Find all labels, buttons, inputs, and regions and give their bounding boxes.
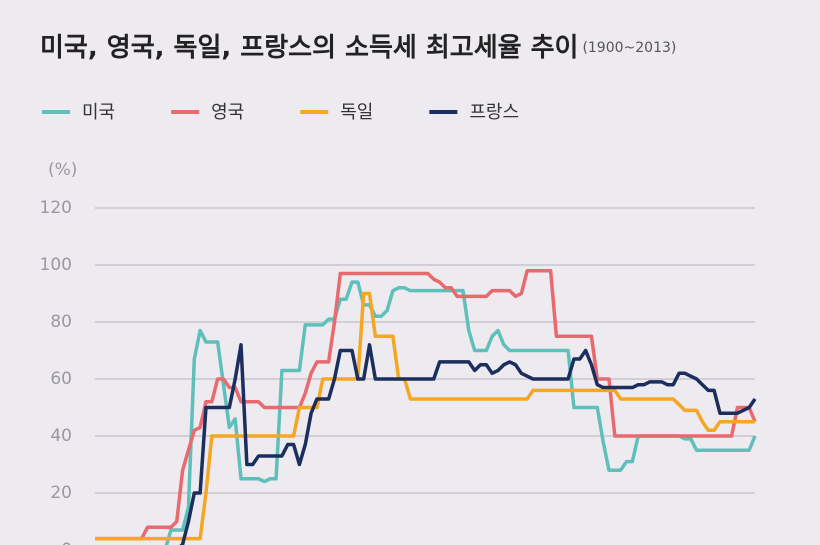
legend-label: 영국 — [211, 102, 244, 123]
title-group: 미국, 영국, 독일, 프랑스의 소득세 최고세율 추이 (1900~2013) — [40, 33, 676, 63]
y-tick-label: 40 — [50, 426, 72, 446]
y-tick-label: 100 — [40, 255, 72, 275]
legend-label: 미국 — [82, 102, 115, 123]
y-tick-label: 20 — [50, 483, 72, 503]
y-tick-label: 60 — [50, 369, 72, 389]
y-axis-label: (%) — [48, 160, 77, 180]
y-tick-label: 80 — [50, 312, 72, 332]
y-tick-label: 120 — [40, 198, 72, 218]
legend-label: 독일 — [340, 102, 373, 123]
chart-subtitle: (1900~2013) — [582, 40, 676, 56]
chart-title: 미국, 영국, 독일, 프랑스의 소득세 최고세율 추이 — [40, 33, 578, 63]
y-tick-label: 0 — [61, 540, 72, 545]
series-line — [95, 291, 755, 541]
legend-label: 프랑스 — [469, 102, 519, 123]
series-line — [179, 343, 757, 545]
